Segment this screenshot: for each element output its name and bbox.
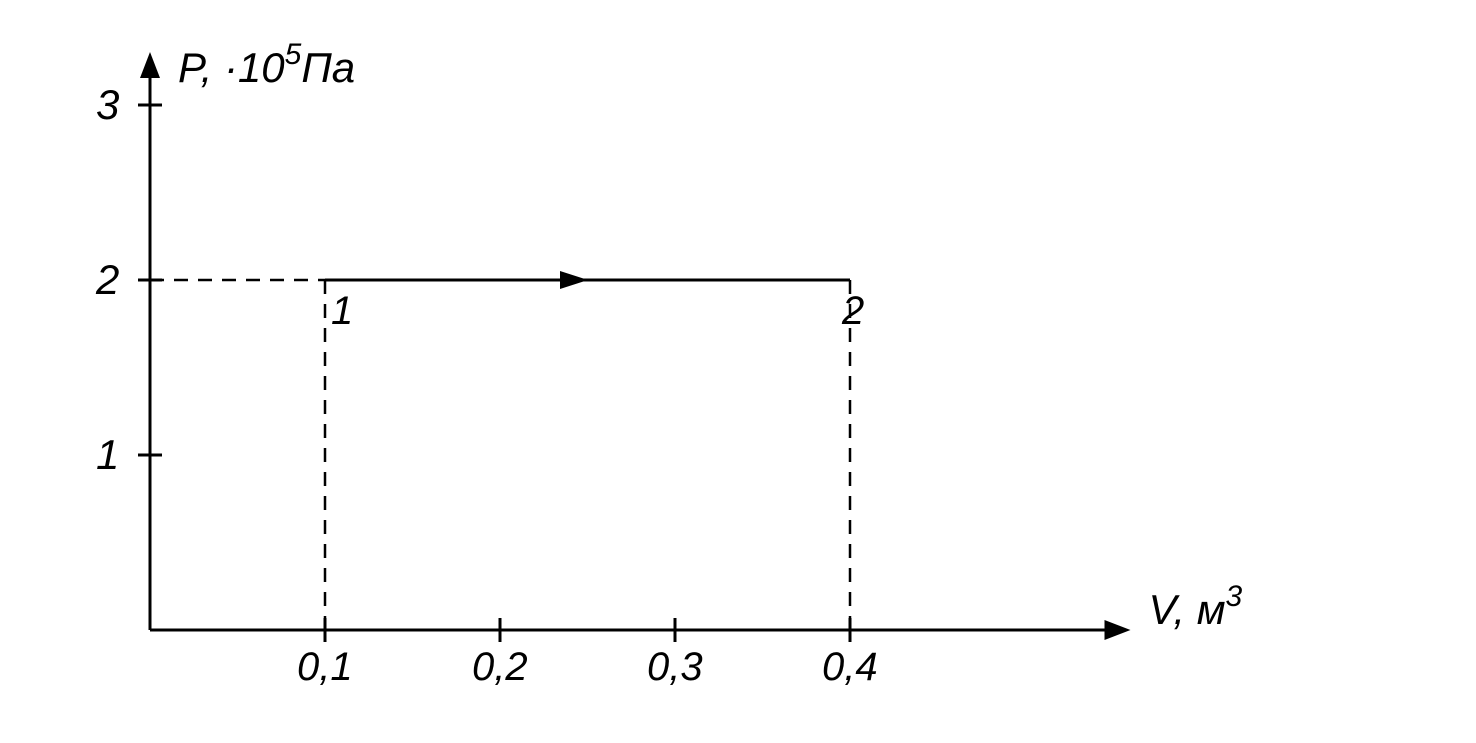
process bbox=[325, 271, 850, 289]
x-tick-label: 0,4 bbox=[822, 645, 878, 689]
x-axis-label: V, м3 bbox=[1149, 580, 1243, 633]
y-axis-label: P, ·105Па bbox=[178, 38, 355, 91]
x-axis-label-main: V, м bbox=[1149, 586, 1226, 633]
x-axis-arrowhead bbox=[1105, 620, 1131, 640]
x-tick-label: 0,1 bbox=[297, 645, 353, 689]
axes bbox=[140, 52, 1131, 640]
y-axis-label-main: P, ·10 bbox=[178, 44, 285, 91]
y-axis-label-sup: 5 bbox=[285, 38, 302, 71]
process-arrowhead bbox=[560, 271, 588, 289]
point-label: 1 bbox=[331, 289, 353, 333]
guides bbox=[150, 280, 850, 630]
pv-chart: P, ·105Па V, м3 123 0,10,20,30,4 12 bbox=[60, 20, 1416, 723]
x-axis-label-sup: 3 bbox=[1226, 580, 1243, 613]
y-axis-arrowhead bbox=[140, 52, 160, 78]
chart-svg: P, ·105Па V, м3 123 0,10,20,30,4 12 bbox=[60, 20, 1416, 723]
y-axis-label-unit: Па bbox=[301, 44, 355, 91]
y-tick-label: 1 bbox=[96, 431, 119, 478]
point-label: 2 bbox=[841, 289, 864, 333]
x-tick-label: 0,3 bbox=[647, 645, 703, 689]
y-tick-label: 3 bbox=[96, 81, 119, 128]
y-tick-label: 2 bbox=[95, 256, 119, 303]
point-labels: 12 bbox=[331, 289, 864, 333]
x-tick-label: 0,2 bbox=[472, 645, 528, 689]
